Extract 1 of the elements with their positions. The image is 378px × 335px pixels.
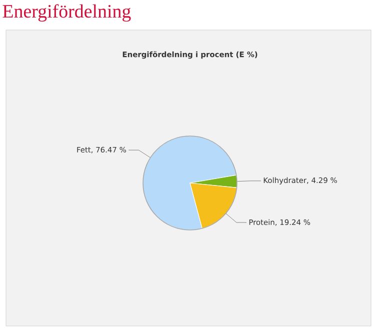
chart-title: Energifördelning: [2, 4, 131, 22]
